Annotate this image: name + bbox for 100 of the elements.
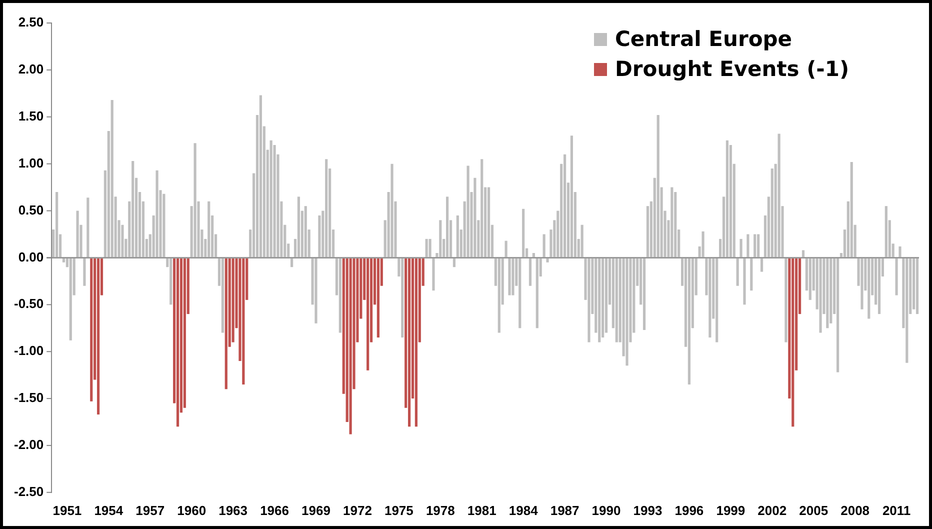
bar: [778, 134, 780, 257]
bar: [110, 100, 114, 257]
bar: [401, 258, 404, 338]
y-tick-label: 1.50: [18, 108, 44, 124]
bar: [498, 258, 500, 333]
x-tick-label: 2005: [799, 502, 828, 518]
bar: [760, 258, 764, 272]
y-tick-label: 2.00: [18, 62, 44, 77]
bar: [162, 194, 166, 257]
x-tick-label: 1993: [633, 502, 662, 518]
x-tick-label: 1951: [52, 502, 82, 518]
bar: [86, 198, 90, 257]
bar: [318, 215, 321, 257]
bar: [512, 258, 514, 296]
x-tick-label: 1966: [260, 502, 289, 518]
bar: [898, 246, 902, 257]
y-tick-label: 0.50: [18, 202, 44, 218]
bar: [528, 258, 532, 286]
bar: [466, 166, 470, 257]
bar: [221, 258, 224, 333]
bar: [425, 238, 428, 257]
y-tick-label: 1.00: [18, 155, 44, 170]
bar: [156, 170, 158, 257]
bar: [743, 258, 746, 305]
x-tick-label: 1975: [384, 502, 414, 518]
x-tick-label: 1984: [508, 502, 539, 518]
bar: [504, 240, 508, 257]
bar: [895, 258, 898, 296]
bar: [532, 253, 535, 257]
x-tick-label: 1990: [592, 502, 621, 518]
bar: [808, 258, 812, 300]
bar: [259, 95, 262, 257]
x-tick-label: 1987: [550, 502, 580, 518]
x-tick-label: 1999: [716, 502, 746, 518]
bar: [170, 258, 172, 305]
y-tick-label: -2.00: [14, 437, 44, 452]
y-tick-label: 0.00: [18, 249, 44, 264]
bar: [674, 192, 677, 257]
bar: [208, 201, 210, 257]
bar: [536, 258, 538, 328]
bar: [792, 258, 794, 427]
y-tick-label: -0.50: [14, 296, 44, 312]
bar: [132, 161, 134, 257]
bar: [656, 115, 660, 257]
bar: [819, 258, 822, 333]
bar: [736, 258, 739, 286]
x-tick-label: 1996: [674, 502, 704, 518]
bar: [542, 234, 546, 257]
bar: [836, 258, 840, 372]
bar: [906, 258, 908, 363]
bar: [860, 258, 864, 310]
x-tick-label: 1981: [467, 502, 496, 518]
x-tick-label: 1972: [342, 502, 372, 518]
bar: [580, 224, 584, 257]
bar: [408, 258, 411, 427]
bar: [390, 164, 394, 257]
bar: [456, 215, 459, 257]
bar: [452, 258, 456, 268]
x-tick-label: 2008: [840, 502, 870, 518]
bar: [784, 258, 788, 342]
bar: [56, 192, 58, 257]
x-tick-label: 1957: [136, 502, 165, 518]
bar: [884, 206, 888, 257]
bar: [314, 258, 318, 324]
bar: [439, 220, 442, 257]
bar: [176, 258, 180, 427]
bar: [522, 208, 525, 257]
bar: [868, 258, 870, 319]
bar: [69, 258, 72, 340]
bar: [428, 238, 432, 257]
bar: [242, 258, 245, 384]
bar: [598, 258, 601, 342]
bar: [414, 258, 418, 427]
bar: [270, 140, 272, 257]
bar: [746, 234, 750, 257]
bar: [432, 258, 435, 291]
bar: [702, 231, 704, 257]
bar: [750, 258, 753, 291]
x-tick-label: 1978: [426, 502, 455, 518]
legend-label: Drought Events (-1): [615, 57, 850, 81]
bar: [474, 178, 476, 257]
x-tick-label: 1954: [94, 502, 124, 518]
x-tick-label: 2002: [758, 502, 787, 518]
x-tick-label: 1969: [302, 502, 330, 518]
bar: [297, 196, 300, 257]
bar: [642, 258, 646, 330]
bar: [564, 154, 566, 257]
bar: [83, 258, 86, 286]
bar: [224, 258, 228, 390]
bar: [90, 258, 93, 402]
bar: [588, 258, 590, 342]
bar: [570, 136, 574, 257]
bar: [708, 258, 712, 338]
bar: [688, 258, 690, 384]
bar: [194, 143, 196, 257]
bar: [366, 258, 370, 370]
bar: [546, 258, 549, 262]
bar: [670, 187, 674, 257]
legend-label: Central Europe: [615, 27, 792, 51]
bar: [626, 258, 628, 366]
